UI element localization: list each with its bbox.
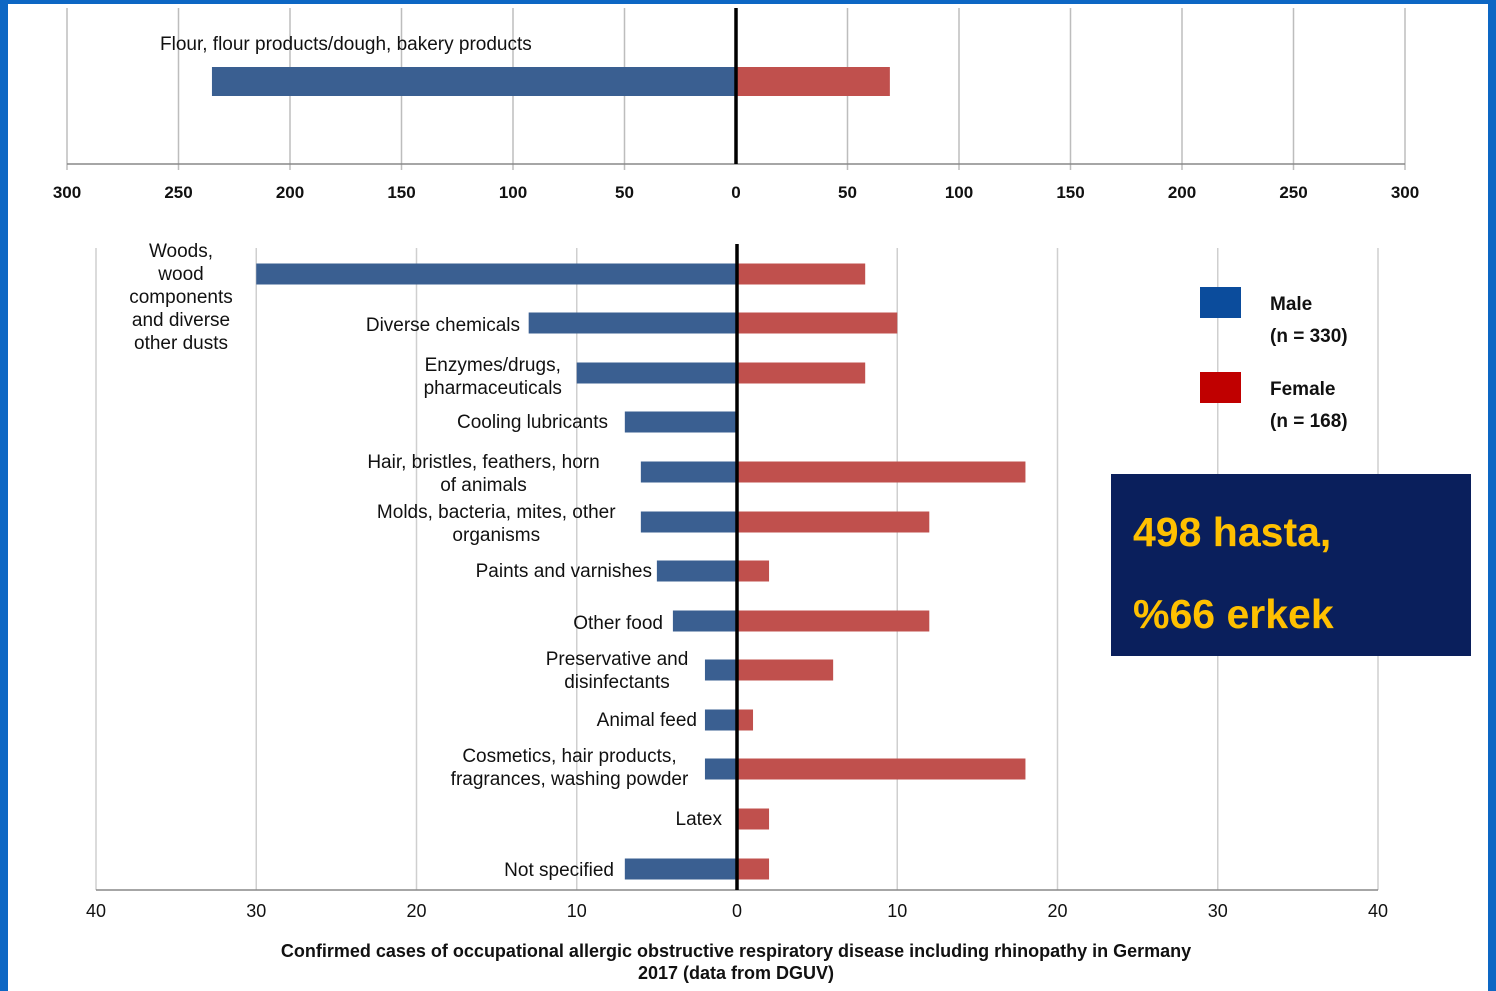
top-chart: 300 250 200 150 100 50 0 50 100 150 200 250 300 Flour… — [53, 8, 1419, 202]
bottom-tick-label: 0 — [732, 901, 742, 921]
top-tick-label: 250 — [1279, 183, 1307, 202]
category-label: Diverse chemicals — [366, 315, 520, 336]
bar-female — [737, 858, 770, 880]
top-tick-label: 100 — [499, 183, 527, 202]
bar-male — [528, 312, 737, 334]
category-label-flour: Flour, flour products/dough, bakery prod… — [160, 34, 532, 55]
bottom-tick-label: 30 — [1208, 901, 1228, 921]
top-tick-label: 200 — [276, 183, 304, 202]
bar-female — [737, 560, 770, 582]
bar-female — [737, 709, 754, 731]
category-label: and diverse — [132, 310, 230, 331]
category-label: wood — [157, 264, 203, 285]
summary-line-2: %66 erkek — [1133, 591, 1334, 637]
legend-swatch-female — [1200, 372, 1241, 403]
bottom-tick-label: 30 — [246, 901, 266, 921]
top-tick-label: 0 — [731, 183, 740, 202]
category-label: disinfectants — [564, 672, 670, 693]
bar-male — [704, 659, 737, 681]
summary-line-1: 498 hasta, — [1133, 509, 1332, 555]
bar-male — [624, 411, 737, 433]
category-label: Other food — [573, 613, 663, 634]
top-tick-label: 50 — [838, 183, 857, 202]
bar-female — [737, 610, 930, 632]
bar-female — [737, 808, 770, 830]
legend-count-female: (n = 168) — [1270, 411, 1348, 432]
category-label: Paints and varnishes — [476, 561, 652, 582]
bar-male — [624, 858, 737, 880]
bar-female — [737, 263, 866, 285]
category-label: Cosmetics, hair products, — [462, 746, 676, 767]
category-label: components — [129, 287, 233, 308]
bar-male — [640, 511, 737, 533]
bar-male — [640, 461, 737, 483]
legend-count-male: (n = 330) — [1270, 326, 1348, 347]
bottom-chart: 40 30 20 10 0 10 20 30 40 Woods,woodcomponentsand… — [86, 241, 1388, 921]
bar-male — [656, 560, 737, 582]
bar-male — [256, 263, 737, 285]
bar-male — [704, 709, 737, 731]
bottom-tick-label: 20 — [406, 901, 426, 921]
bar-female — [737, 758, 1026, 780]
bottom-tick-label: 20 — [1047, 901, 1067, 921]
top-tick-label: 150 — [1056, 183, 1084, 202]
category-label: Cooling lubricants — [457, 412, 608, 433]
category-label: organisms — [452, 525, 540, 546]
top-tick-label: 50 — [615, 183, 634, 202]
category-label: Not specified — [504, 860, 614, 881]
category-label: Molds, bacteria, mites, other — [377, 502, 616, 523]
category-label: Preservative and — [546, 649, 689, 670]
bar-male — [704, 758, 737, 780]
top-tick-label: 150 — [387, 183, 415, 202]
caption-line-1: Confirmed cases of occupational allergic… — [281, 941, 1191, 961]
bottom-tick-label: 40 — [86, 901, 106, 921]
category-label: Enzymes/drugs, — [425, 355, 561, 376]
bar-female — [737, 461, 1026, 483]
bar-male — [576, 362, 737, 384]
category-label: Latex — [676, 809, 723, 830]
legend-swatch-male — [1200, 287, 1241, 318]
category-label: pharmaceuticals — [424, 378, 562, 399]
bottom-tick-label: 10 — [887, 901, 907, 921]
bottom-tick-label: 40 — [1368, 901, 1388, 921]
category-label: other dusts — [134, 333, 228, 354]
legend-label-male: Male — [1270, 294, 1312, 315]
top-tick-label: 200 — [1168, 183, 1196, 202]
top-tick-label: 250 — [164, 183, 192, 202]
chart-caption: Confirmed cases of occupational allergic… — [281, 941, 1191, 983]
bar-female — [737, 511, 930, 533]
legend: Male (n = 330) Female (n = 168) — [1200, 287, 1348, 432]
bar-male-flour — [211, 67, 736, 96]
bar-female — [737, 659, 834, 681]
top-tick-label: 300 — [1391, 183, 1419, 202]
category-label: Woods, — [149, 241, 213, 262]
bar-female-flour — [736, 67, 890, 96]
bar-male — [672, 610, 737, 632]
top-tick-label: 100 — [945, 183, 973, 202]
summary-box: 498 hasta, %66 erkek — [1111, 474, 1471, 656]
category-label: Hair, bristles, feathers, horn — [367, 452, 599, 473]
bottom-tick-label: 10 — [567, 901, 587, 921]
category-label: fragrances, washing powder — [451, 769, 689, 790]
legend-label-female: Female — [1270, 379, 1335, 400]
category-label: of animals — [440, 475, 527, 496]
bar-female — [737, 362, 866, 384]
category-label: Animal feed — [597, 710, 697, 731]
bar-female — [737, 312, 898, 334]
caption-line-2: 2017 (data from DGUV) — [638, 963, 834, 983]
top-tick-label: 300 — [53, 183, 81, 202]
